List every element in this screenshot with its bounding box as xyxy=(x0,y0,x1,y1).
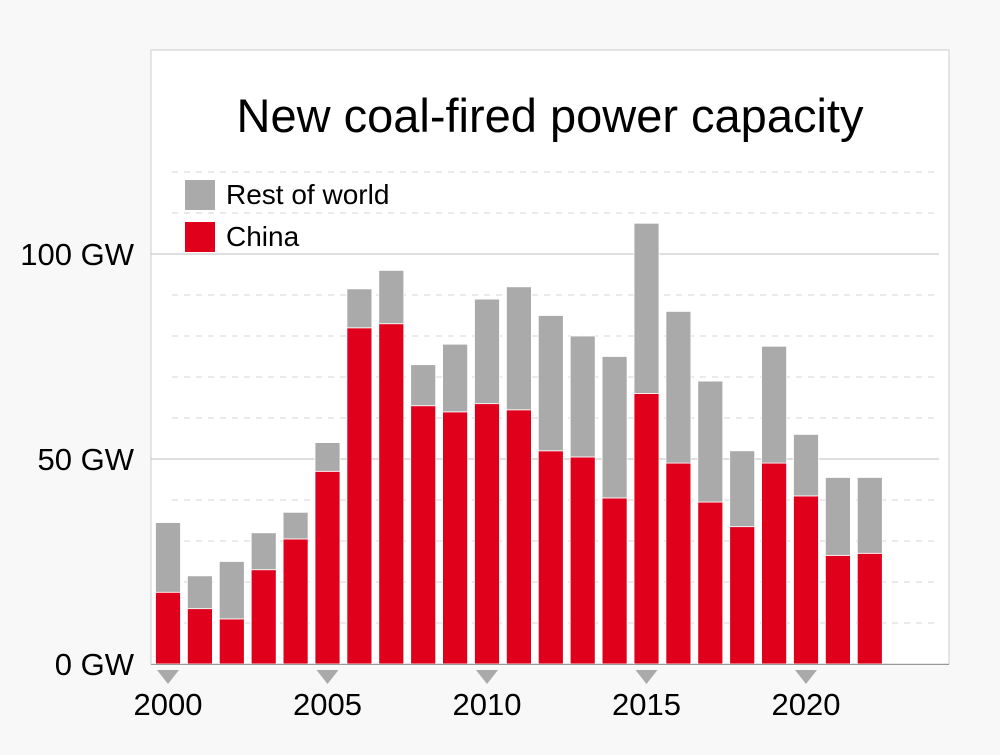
bar-rest-of-world-2003 xyxy=(250,532,277,571)
x-tick-marker-2010 xyxy=(476,670,498,684)
x-tick-label-2015: 2015 xyxy=(612,687,681,722)
bar-rest-of-world-2009 xyxy=(442,343,469,413)
legend-label-rest-of-world: Rest of world xyxy=(226,179,389,210)
bar-rest-of-world-2021 xyxy=(825,477,851,556)
bar-rest-of-world-2017 xyxy=(697,380,724,503)
bar-rest-of-world-2013 xyxy=(569,335,596,458)
bar-rest-of-world-2007 xyxy=(378,269,405,325)
bar-rest-of-world-2015 xyxy=(633,222,660,394)
bar-rest-of-world-2018 xyxy=(729,450,756,528)
legend-swatch-china xyxy=(185,222,215,252)
bar-rest-of-world-2008 xyxy=(410,364,437,407)
bar-china-2022 xyxy=(856,552,883,665)
bar-rest-of-world-2010 xyxy=(474,298,500,405)
bars xyxy=(155,222,883,665)
bar-rest-of-world-2005 xyxy=(314,442,341,472)
bar-china-2002 xyxy=(218,618,245,665)
bar-china-2009 xyxy=(442,411,469,665)
legend: Rest of world China xyxy=(185,179,389,252)
x-tick-marker-2000 xyxy=(157,670,179,684)
bar-china-2005 xyxy=(314,470,341,665)
x-tick-label-2005: 2005 xyxy=(293,687,362,722)
bar-china-2015 xyxy=(633,392,660,665)
bar-china-2001 xyxy=(186,608,213,665)
bar-china-2021 xyxy=(825,554,851,665)
x-tick-marker-2020 xyxy=(795,670,817,684)
legend-swatch-rest-of-world xyxy=(185,180,215,210)
bar-rest-of-world-2000 xyxy=(155,522,181,593)
bar-china-2004 xyxy=(282,538,309,665)
bar-china-2014 xyxy=(601,497,628,665)
bar-rest-of-world-2014 xyxy=(601,356,628,499)
chart-title: New coal-fired power capacity xyxy=(237,89,864,142)
bar-china-2018 xyxy=(729,526,756,665)
x-tick-marker-2015 xyxy=(635,670,658,684)
bar-china-2017 xyxy=(697,501,724,665)
x-tick-label-2010: 2010 xyxy=(453,687,522,722)
bar-rest-of-world-2019 xyxy=(761,345,787,464)
bar-china-2003 xyxy=(250,569,277,665)
bar-china-2008 xyxy=(410,405,437,665)
bar-china-2012 xyxy=(537,450,564,665)
bar-rest-of-world-2022 xyxy=(856,477,883,554)
bar-china-2016 xyxy=(665,462,692,665)
y-tick-label-50: 50 GW xyxy=(38,442,135,477)
bar-china-2011 xyxy=(505,409,532,665)
bar-rest-of-world-2002 xyxy=(218,561,245,620)
x-tick-label-2020: 2020 xyxy=(772,687,841,722)
bar-china-2013 xyxy=(569,456,596,665)
bar-rest-of-world-2006 xyxy=(346,288,373,329)
bar-rest-of-world-2012 xyxy=(537,315,564,452)
bar-china-2006 xyxy=(346,327,373,665)
legend-label-china: China xyxy=(226,221,300,252)
bar-china-2020 xyxy=(793,495,819,665)
x-tick-marker-2005 xyxy=(316,670,339,684)
bar-rest-of-world-2020 xyxy=(793,433,819,497)
bar-china-2007 xyxy=(378,323,405,665)
x-tick-label-2000: 2000 xyxy=(134,687,203,722)
bar-rest-of-world-2004 xyxy=(282,511,309,540)
bar-rest-of-world-2016 xyxy=(665,310,692,464)
bar-rest-of-world-2011 xyxy=(505,286,532,411)
bar-china-2019 xyxy=(761,462,787,665)
y-tick-label-0: 0 GW xyxy=(55,647,135,682)
axes: 2000 2005 2010 2015 2020 0 GW 50 GW 100 GW xyxy=(20,237,949,722)
bar-china-2000 xyxy=(155,591,181,665)
bar-china-2010 xyxy=(474,403,500,665)
bar-rest-of-world-2001 xyxy=(186,575,213,610)
y-tick-label-100: 100 GW xyxy=(20,237,134,272)
